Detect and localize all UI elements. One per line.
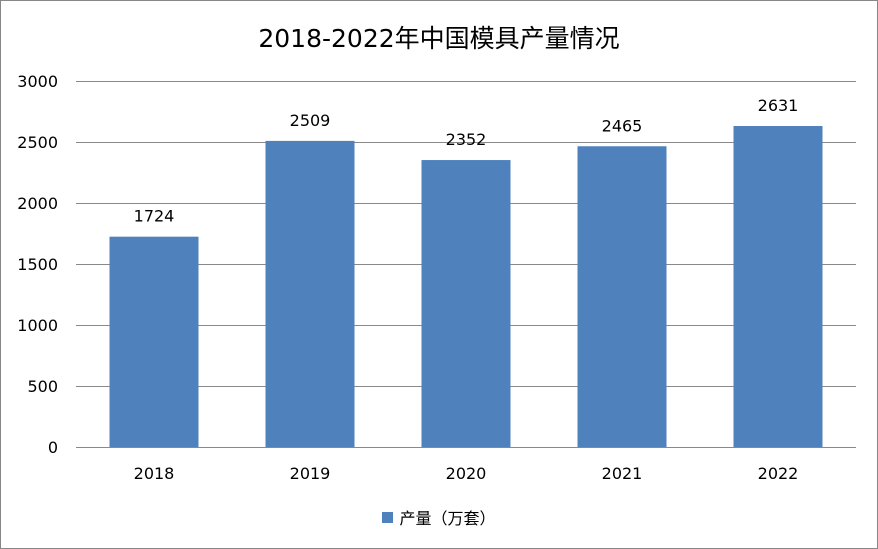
x-axis-ticks: 2018 2019 2020 2021 2022: [134, 464, 799, 483]
y-tick-label: 500: [27, 377, 58, 396]
y-tick-label: 3000: [17, 72, 58, 91]
x-tick-label: 2021: [602, 464, 643, 483]
x-tick-label: 2018: [134, 464, 175, 483]
bar: [733, 126, 823, 447]
x-tick-label: 2022: [758, 464, 799, 483]
data-label: 2631: [758, 96, 799, 115]
x-tick-label: 2019: [290, 464, 331, 483]
data-label: 2509: [290, 111, 331, 130]
data-label: 2465: [602, 116, 643, 135]
bar: [265, 140, 355, 448]
y-tick-label: 1500: [17, 255, 58, 274]
bar: [577, 146, 667, 447]
y-tick-label: 2500: [17, 133, 58, 152]
legend: 产量（万套）: [1, 505, 877, 529]
y-axis-ticks: 0 500 1000 1500 2000 2500 3000: [17, 72, 58, 457]
legend-label: 产量（万套）: [399, 509, 496, 528]
chart-title: 2018-2022年中国模具产量情况: [258, 24, 620, 53]
y-tick-label: 1000: [17, 316, 58, 335]
x-tick-label: 2020: [446, 464, 487, 483]
y-tick-label: 2000: [17, 194, 58, 213]
data-label: 1724: [134, 207, 175, 226]
bar: [109, 236, 199, 447]
data-label: 2352: [446, 130, 487, 149]
y-tick-label: 0: [48, 438, 58, 457]
legend-swatch: [382, 511, 394, 523]
data-labels: 1724 2509 2352 2465 2631: [134, 96, 799, 226]
bars: [109, 126, 823, 448]
bar: [421, 160, 511, 447]
